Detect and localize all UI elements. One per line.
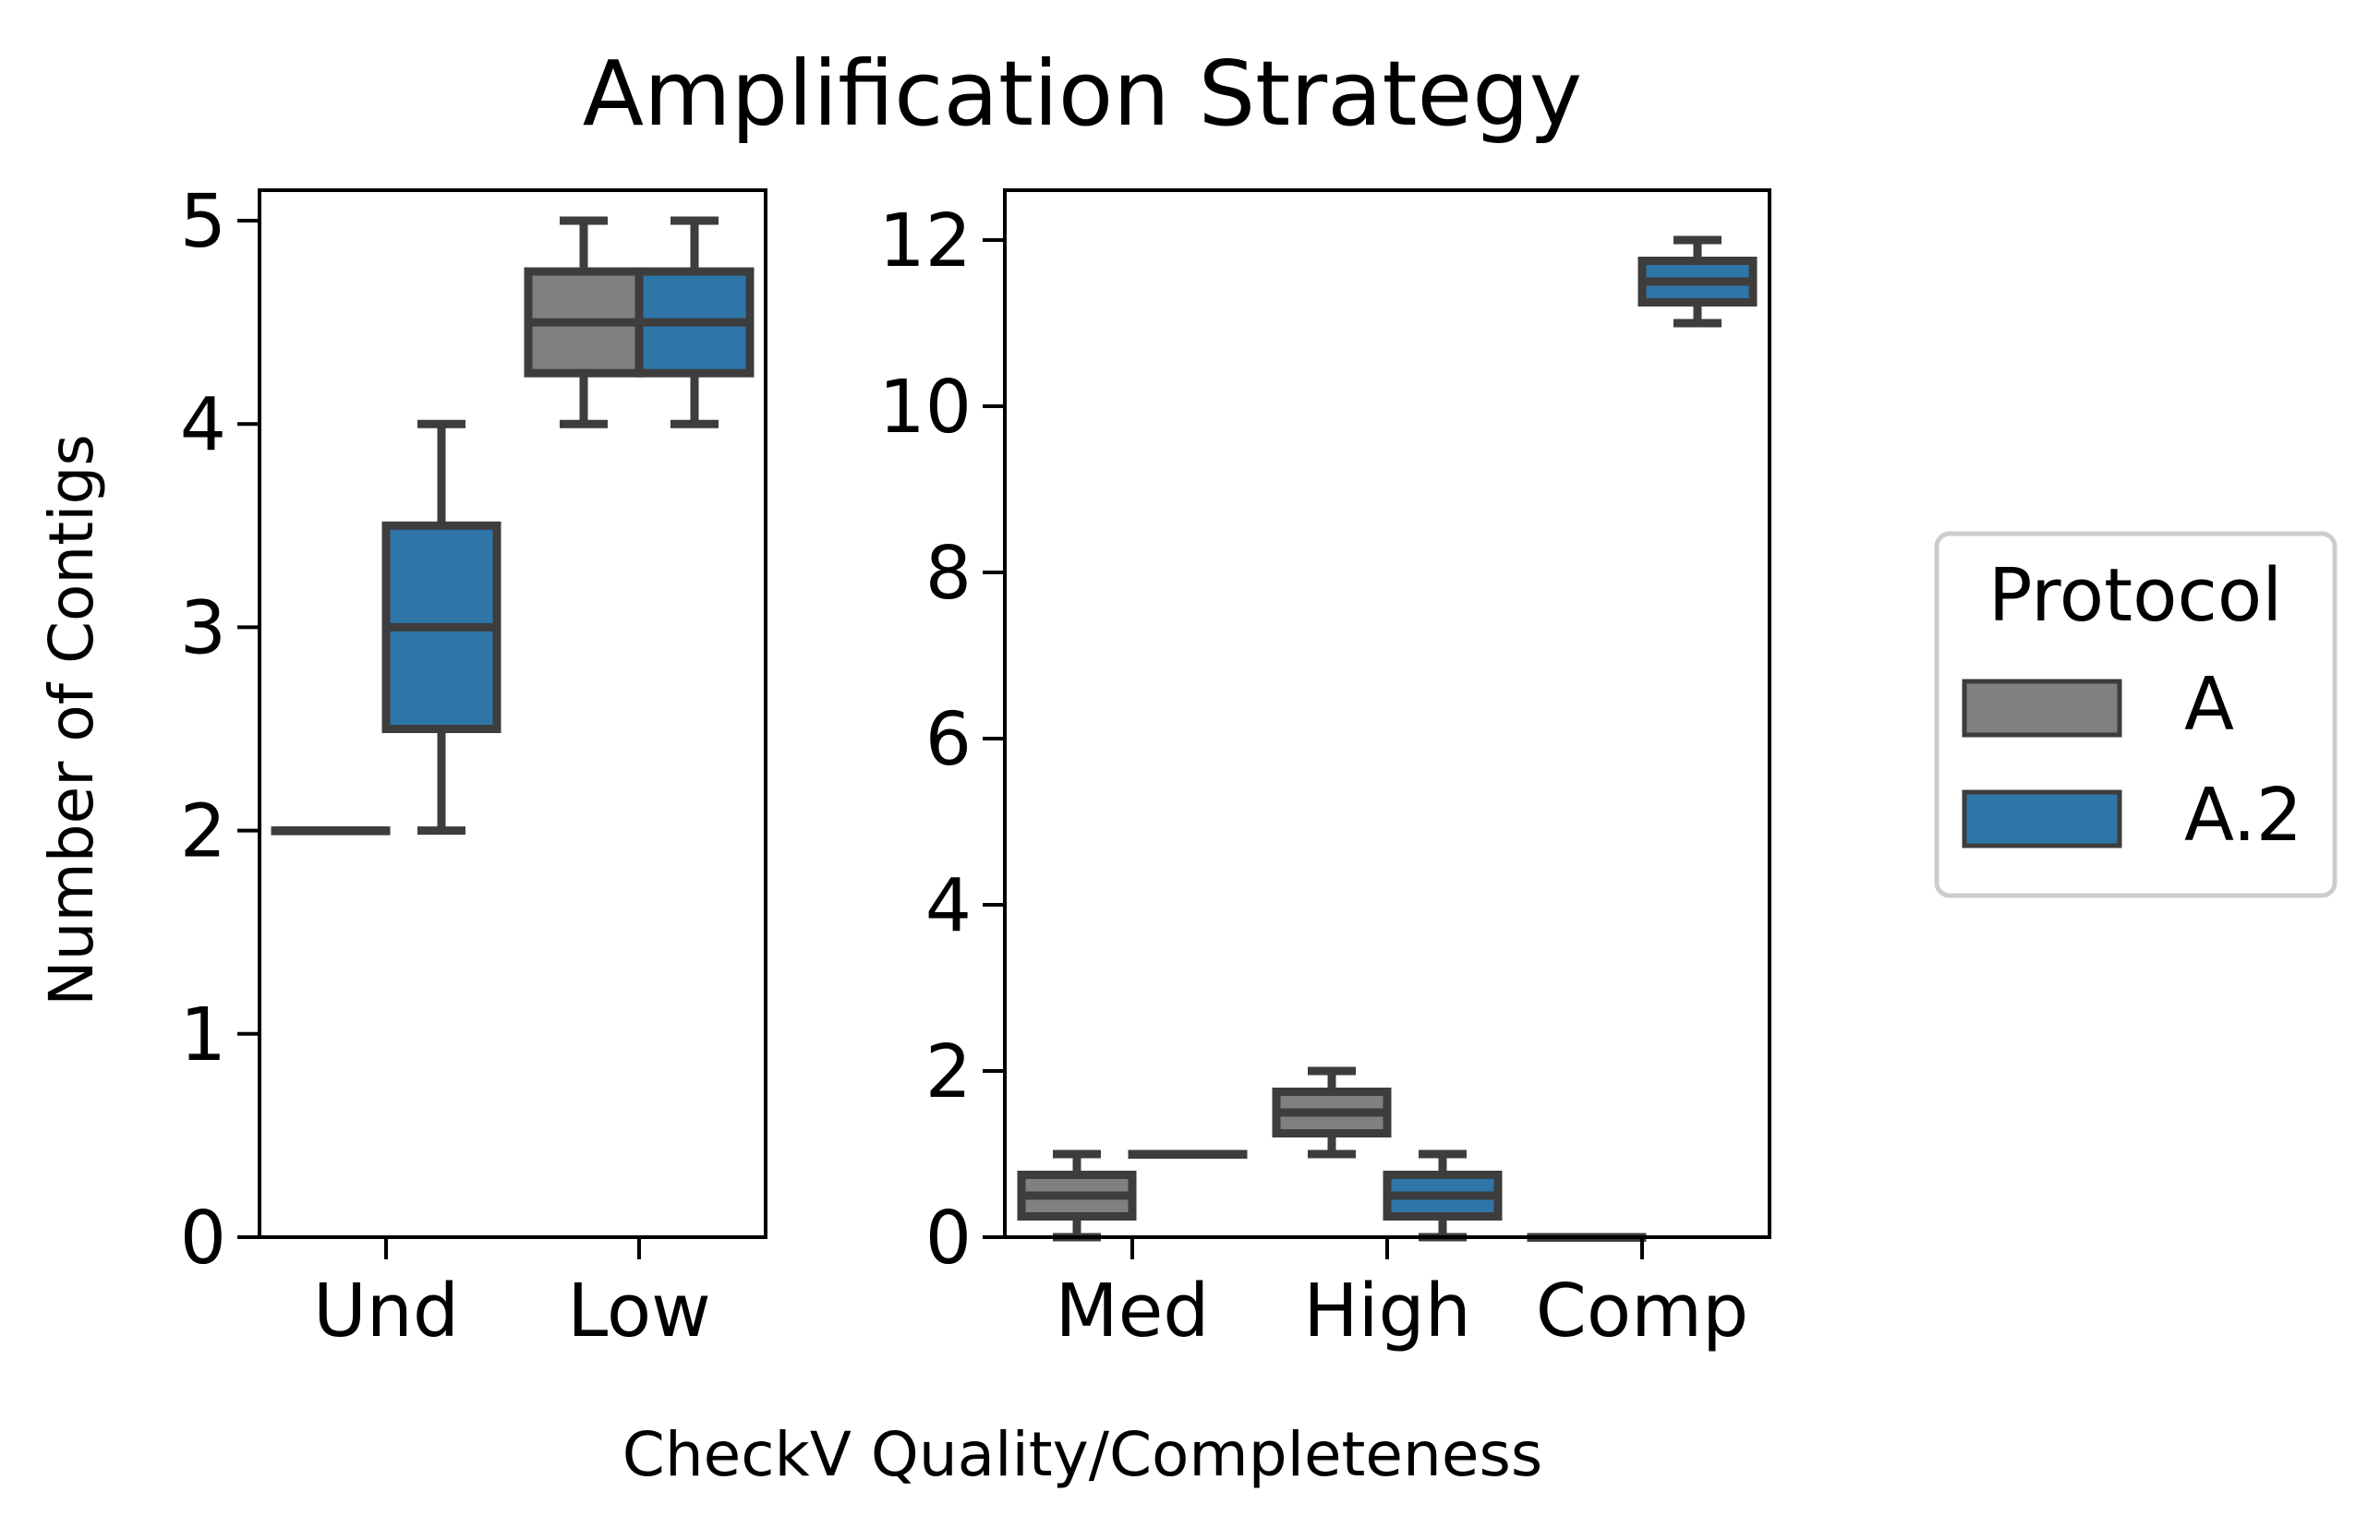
y-tick-label: 12 <box>878 199 972 283</box>
x-tick-label: Comp <box>1536 1269 1749 1354</box>
box-A-High <box>1272 1066 1392 1159</box>
y-tick-label: 3 <box>180 585 226 670</box>
y-tick-label: 0 <box>180 1196 226 1281</box>
y-axis-label: Number of Contigs <box>36 434 107 1006</box>
y-tick-label: 1 <box>180 993 226 1077</box>
axes-frame <box>258 188 767 1239</box>
y-tick-label: 2 <box>180 789 226 874</box>
panel-2: 0 2 4 6 8 10 12 Med High Comp <box>878 188 1771 1354</box>
axes-frame <box>1003 188 1771 1239</box>
legend-swatch <box>1962 789 2122 848</box>
legend-item-A: A <box>1962 662 2234 747</box>
box-A.2-Med <box>1128 1149 1248 1159</box>
x-tick-label: Low <box>567 1269 711 1354</box>
x-tick-label: Med <box>1056 1269 1210 1354</box>
box-A-Und <box>271 826 391 836</box>
box-A.2-Und <box>381 419 501 836</box>
box-A.2-High <box>1383 1149 1503 1242</box>
legend-label: A.2 <box>2184 773 2302 858</box>
y-tick-label: 2 <box>925 1029 972 1114</box>
legend-title: Protocol <box>1988 553 2282 638</box>
box-A.2-Low <box>634 216 755 428</box>
box-A-Low <box>524 216 644 428</box>
box-A.2-Comp <box>1637 235 1758 328</box>
chart-title: Amplification Strategy <box>583 42 1582 146</box>
y-tick-label: 10 <box>878 365 972 450</box>
x-axis-label: CheckV Quality/Completeness <box>622 1419 1543 1490</box>
y-tick-label: 4 <box>180 382 226 467</box>
x-tick-label: Und <box>313 1269 459 1354</box>
box-A-Med <box>1017 1149 1137 1242</box>
y-tick-label: 5 <box>180 179 226 264</box>
y-tick-label: 4 <box>925 863 972 948</box>
legend-label: A <box>2184 662 2234 747</box>
y-tick-label: 0 <box>925 1196 972 1281</box>
legend: Protocol A A.2 <box>1934 531 2338 898</box>
legend-item-A.2: A.2 <box>1962 773 2302 858</box>
panel-1: 0 1 2 3 4 5 Und Low <box>180 179 767 1354</box>
y-tick-label: 6 <box>925 697 972 782</box>
y-tick-label: 8 <box>925 531 972 616</box>
legend-swatch <box>1962 679 2122 738</box>
x-tick-label: High <box>1303 1269 1471 1354</box>
